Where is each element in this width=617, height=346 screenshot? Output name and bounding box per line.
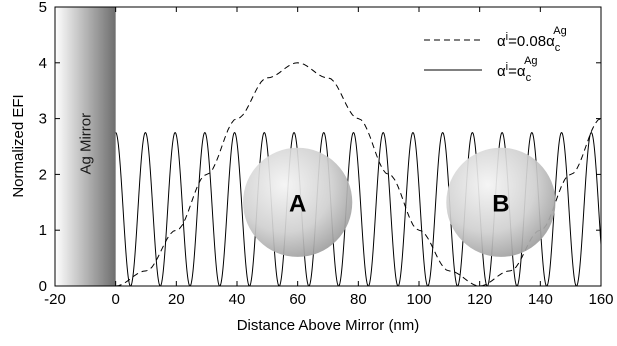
x-tick-label: -20 xyxy=(44,291,66,308)
ag-mirror-region xyxy=(55,7,116,286)
x-tick-label: 0 xyxy=(111,291,119,308)
x-axis-ticks: -20 0 20 40 60 80 100 120 140 160 xyxy=(44,7,614,308)
x-tick-label: 80 xyxy=(350,291,367,308)
x-tick-label: 100 xyxy=(406,291,431,308)
ag-mirror-label: Ag Mirror xyxy=(77,113,94,175)
y-tick-label: 0 xyxy=(39,278,47,295)
x-tick-label: 60 xyxy=(289,291,306,308)
series-dashed-line xyxy=(115,62,601,286)
sphere-b: B xyxy=(446,147,556,257)
axes-frame xyxy=(54,6,602,287)
x-tick-label: 40 xyxy=(229,291,246,308)
x-tick-label: 160 xyxy=(588,291,613,308)
y-tick-label: 1 xyxy=(39,222,47,239)
y-tick-label: 4 xyxy=(39,55,47,72)
sphere-b-label: B xyxy=(492,190,509,217)
sphere-a-shape xyxy=(243,147,353,257)
y-tick-label: 3 xyxy=(39,111,47,128)
plot-area xyxy=(115,62,601,286)
legend: αi=0.08αcAg αi=αcAg xyxy=(424,25,567,84)
x-tick-label: 140 xyxy=(528,291,553,308)
sphere-a-label: A xyxy=(289,190,306,217)
y-axis-ticks: 0 1 2 3 4 5 xyxy=(39,0,601,295)
series-solid-line xyxy=(115,131,601,286)
sphere-b-shape xyxy=(446,147,556,257)
legend-entry-dashed: αi=0.08αcAg xyxy=(497,25,567,54)
y-tick-label: 2 xyxy=(39,166,47,183)
x-tick-label: 20 xyxy=(168,291,185,308)
y-tick-label: 5 xyxy=(39,0,47,16)
legend-entry-solid: αi=αcAg xyxy=(497,55,538,84)
sphere-a: A xyxy=(243,147,353,257)
y-axis-title: Normalized EFI xyxy=(10,94,27,197)
x-tick-label: 120 xyxy=(467,291,492,308)
x-axis-title: Distance Above Mirror (nm) xyxy=(237,317,420,334)
